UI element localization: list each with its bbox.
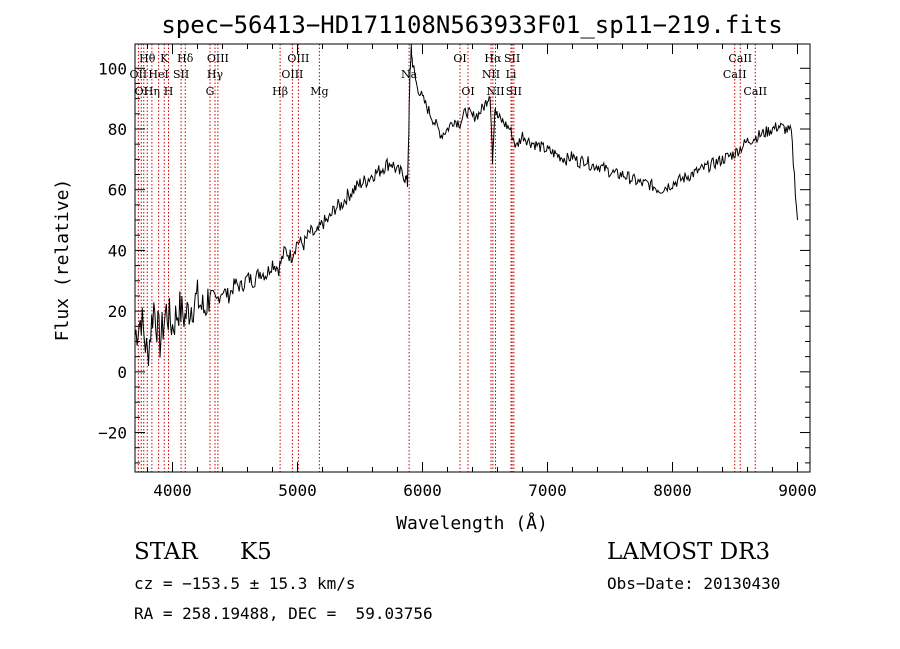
y-tick-label: 40 xyxy=(108,241,127,260)
line-label: Mg xyxy=(310,85,328,98)
x-tick-label: 5000 xyxy=(278,481,317,500)
line-label: NII xyxy=(482,68,500,81)
velocity-readout: cz = −153.5 ± 15.3 km/s xyxy=(134,574,356,593)
line-label: K xyxy=(160,52,169,65)
coordinates-readout: RA = 258.19488, DEC = 59.03756 xyxy=(134,604,433,623)
x-axis-label: Wavelength (Å) xyxy=(396,512,548,534)
y-tick-label: 0 xyxy=(117,363,127,382)
line-label: SII xyxy=(506,85,522,98)
spectrum-line xyxy=(134,44,798,367)
line-label: HeI xyxy=(148,68,168,81)
y-tick-label: 20 xyxy=(108,302,127,321)
x-tick-label: 9000 xyxy=(778,481,817,500)
object-class: STAR xyxy=(134,539,198,565)
y-axis-label: Flux (relative) xyxy=(52,179,73,342)
line-label: SII xyxy=(173,68,189,81)
line-label: OII xyxy=(130,68,148,81)
line-label: Hδ xyxy=(177,52,194,65)
observation-date: Obs−Date: 20130430 xyxy=(607,574,781,593)
line-label: OIII xyxy=(207,52,229,65)
line-label: Hβ xyxy=(272,85,288,98)
line-label: OIII xyxy=(287,52,309,65)
line-label: CaII xyxy=(743,85,767,98)
line-label: H xyxy=(164,85,174,98)
line-label: SII xyxy=(504,52,520,65)
line-label: Hη xyxy=(144,85,160,98)
plot-frame xyxy=(134,43,811,473)
line-label: Hα xyxy=(484,52,502,65)
survey-name: LAMOST DR3 xyxy=(607,539,771,565)
line-label: G xyxy=(206,85,215,98)
y-tick-label: 80 xyxy=(108,120,127,139)
x-tick-label: 8000 xyxy=(653,481,692,500)
line-label: OI xyxy=(461,85,474,98)
line-label: Hγ xyxy=(207,68,224,81)
y-tick-label: 60 xyxy=(108,181,127,200)
y-axis: −20 0 20 40 60 80 100 xyxy=(98,59,810,464)
chart-title: spec−56413−HD171108N563933F01_sp11−219.f… xyxy=(161,11,782,39)
x-tick-label: 4000 xyxy=(153,481,192,500)
emission-line-markers xyxy=(137,44,756,472)
x-tick-label: 7000 xyxy=(528,481,567,500)
spectral-subclass: K5 xyxy=(240,539,272,565)
line-label: Hθ xyxy=(139,52,156,65)
line-label: NII xyxy=(486,85,504,98)
line-label: CaII xyxy=(723,68,747,81)
y-tick-label: −20 xyxy=(98,424,127,443)
line-label: OIII xyxy=(281,68,303,81)
line-label: Li xyxy=(506,68,517,81)
line-label: OI xyxy=(135,85,148,98)
spectrum-series xyxy=(134,44,798,367)
line-label: OI xyxy=(453,52,466,65)
y-tick-label: 100 xyxy=(98,59,127,78)
x-axis: 4000 5000 6000 7000 8000 9000 xyxy=(147,44,817,500)
line-label: Na xyxy=(401,68,418,81)
line-label: CaII xyxy=(728,52,752,65)
x-tick-label: 6000 xyxy=(403,481,442,500)
